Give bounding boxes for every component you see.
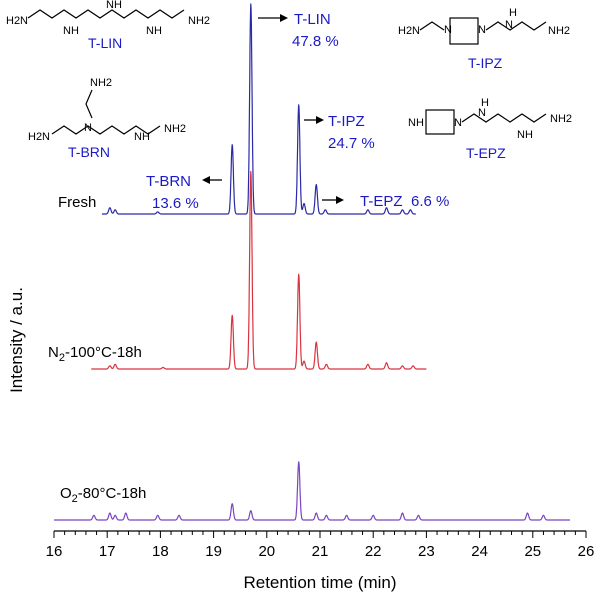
x-tick-label: 25: [524, 543, 541, 560]
structure-t-epz: NH N H N NH NH2 T-EPZ: [408, 97, 572, 161]
structure-t-ipz: H2N N N H N NH2 T-IPZ: [398, 7, 570, 71]
atom-label: N: [454, 117, 462, 129]
structure-label: T-IPZ: [468, 55, 503, 71]
x-tick-label: 22: [365, 543, 382, 560]
structure-t-lin: H2N NH NH NH NH2 T-LIN: [6, 0, 210, 51]
annotation-name: T-BRN: [146, 173, 191, 190]
x-tick-label: 17: [99, 543, 116, 560]
atom-label: NH2: [188, 15, 210, 27]
x-tick-label: 20: [258, 543, 275, 560]
atom-label: N: [478, 107, 486, 119]
atom-label: N: [84, 122, 92, 134]
atom-label: NH2: [90, 77, 112, 89]
atom-label: NH2: [164, 123, 186, 135]
annotation-percent: 47.8 %: [292, 33, 339, 50]
trace-label-o2: O2-80°C-18h: [60, 485, 146, 505]
atom-label: H: [509, 7, 517, 19]
y-axis-title: Intensity / a.u.: [7, 287, 26, 393]
annotation-name: T-EPZ: [360, 193, 403, 210]
annotation-name: T-IPZ: [328, 113, 365, 130]
annotation-percent: 13.6 %: [152, 195, 199, 212]
atom-label: NH2: [548, 25, 570, 37]
structure-label: T-BRN: [68, 144, 110, 160]
atom-label: NH2: [550, 113, 572, 125]
atom-label: H2N: [6, 15, 28, 27]
structure-t-brn: NH2 H2N N NH NH2 T-BRN: [28, 77, 186, 160]
atom-label: H2N: [28, 131, 50, 143]
atom-label: NH: [408, 117, 424, 129]
annotation-percent: 24.7 %: [328, 135, 375, 152]
atom-label: NH: [146, 25, 162, 37]
annotation-t-lin: T-LIN 47.8 %: [258, 11, 339, 50]
x-tick-label: 23: [418, 543, 435, 560]
atom-label: H2N: [398, 25, 420, 37]
structure-label: T-EPZ: [466, 145, 506, 161]
x-tick-label: 19: [205, 543, 222, 560]
atom-label: N: [478, 24, 486, 36]
trace-label-fresh: Fresh: [58, 194, 96, 211]
annotation-t-epz: T-EPZ 6.6 %: [322, 193, 449, 210]
atom-label: N: [505, 19, 513, 31]
x-tick-label: 21: [312, 543, 329, 560]
trace-group: [53, 3, 571, 521]
structure-label: T-LIN: [88, 35, 122, 51]
x-axis-ticks: 16 17 18 19 20 21 22 23 24 25 26: [46, 531, 595, 560]
series-line-2: [53, 461, 571, 521]
series-line-1: [90, 170, 427, 370]
x-tick-label: 18: [152, 543, 169, 560]
trace-label-n2: N2-100°C-18h: [48, 344, 142, 364]
x-tick-label: 16: [46, 543, 63, 560]
atom-label: H: [481, 97, 489, 109]
annotation-t-brn: T-BRN 13.6 %: [146, 173, 222, 212]
annotation-percent: 6.6 %: [411, 193, 449, 210]
atom-label: NH: [134, 131, 150, 143]
x-axis-title: Retention time (min): [243, 573, 396, 592]
annotation-t-ipz: T-IPZ 24.7 %: [304, 113, 375, 152]
annotation-name: T-LIN: [294, 11, 331, 28]
series-line-0: [101, 3, 417, 215]
x-tick-label: 24: [471, 543, 488, 560]
atom-label: N: [444, 24, 452, 36]
atom-label: NH: [106, 0, 122, 11]
x-tick-label: 26: [578, 543, 595, 560]
atom-label: NH: [517, 129, 533, 141]
atom-label: NH: [63, 25, 79, 37]
